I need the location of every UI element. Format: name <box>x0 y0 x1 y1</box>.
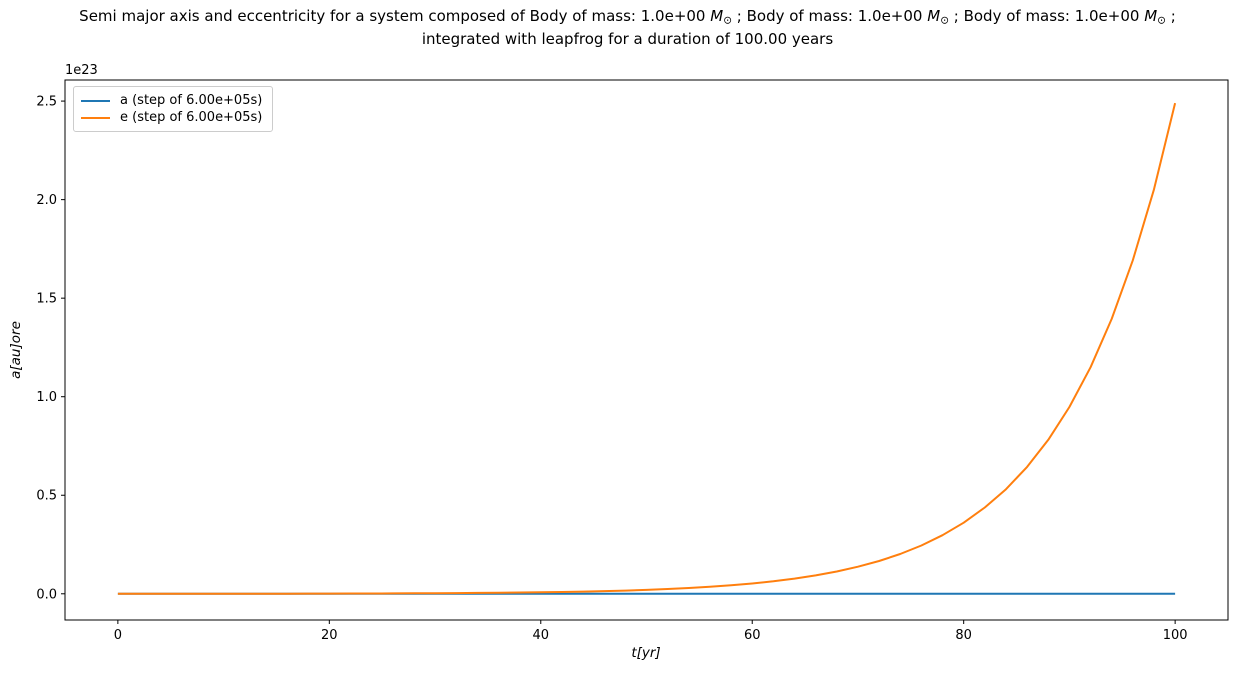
legend-entry: a (step of 6.00e+05s) <box>81 92 264 109</box>
legend-line-sample <box>81 99 110 102</box>
y-tick-label: 2.0 <box>36 193 57 208</box>
title-text-segment: Semi major axis and eccentricity for a s… <box>79 7 711 25</box>
title-text-segment: ; Body of mass: 1.0e+00 <box>732 7 928 25</box>
title-math-segment: ⊙ <box>1157 14 1166 27</box>
legend-entry-label: a (step of 6.00e+05s) <box>120 93 263 108</box>
y-tick-label: 2.5 <box>36 95 57 110</box>
y-tick-label: 1.0 <box>36 390 57 405</box>
title-text-segment: ; Body of mass: 1.0e+00 <box>949 7 1145 25</box>
title-math-segment: M <box>1144 7 1158 25</box>
title-math-segment: M <box>927 7 941 25</box>
title-text-segment: ; <box>1165 7 1176 25</box>
x-tick-label: 0 <box>114 628 122 643</box>
y-tick-label: 0.0 <box>36 587 57 602</box>
title-math-segment: ⊙ <box>723 14 733 27</box>
y-axis-label: a[au]ore <box>8 321 24 379</box>
legend: a (step of 6.00e+05s) e (step of 6.00e+05… <box>73 86 273 132</box>
y-axis-offset-label: 1e23 <box>65 63 98 78</box>
chart-title-line2: integrated with leapfrog for a duration … <box>421 30 834 48</box>
title-math-segment: ⊙ <box>940 14 949 27</box>
axes-spines <box>64 79 1229 621</box>
legend-entry-label: e (step of 6.00e+05s) <box>120 110 263 125</box>
x-tick-label: 80 <box>955 628 972 643</box>
x-tick-label: 60 <box>744 628 761 643</box>
x-axis-label: t[yr] <box>631 645 660 661</box>
series-line-e <box>117 102 1177 595</box>
y-tick-label: 1.5 <box>36 292 57 307</box>
title-math-segment: M <box>710 7 724 25</box>
x-tick-label: 40 <box>532 628 549 643</box>
chart-title-line1: Semi major axis and eccentricity for a s… <box>0 7 1255 30</box>
y-tick-label: 0.5 <box>36 489 57 504</box>
legend-line-sample <box>81 116 110 119</box>
x-tick-label: 100 <box>1163 628 1188 643</box>
chart-title: Semi major axis and eccentricity for a s… <box>0 7 1255 49</box>
x-tick-label: 20 <box>321 628 338 643</box>
legend-entry: e (step of 6.00e+05s) <box>81 109 264 126</box>
